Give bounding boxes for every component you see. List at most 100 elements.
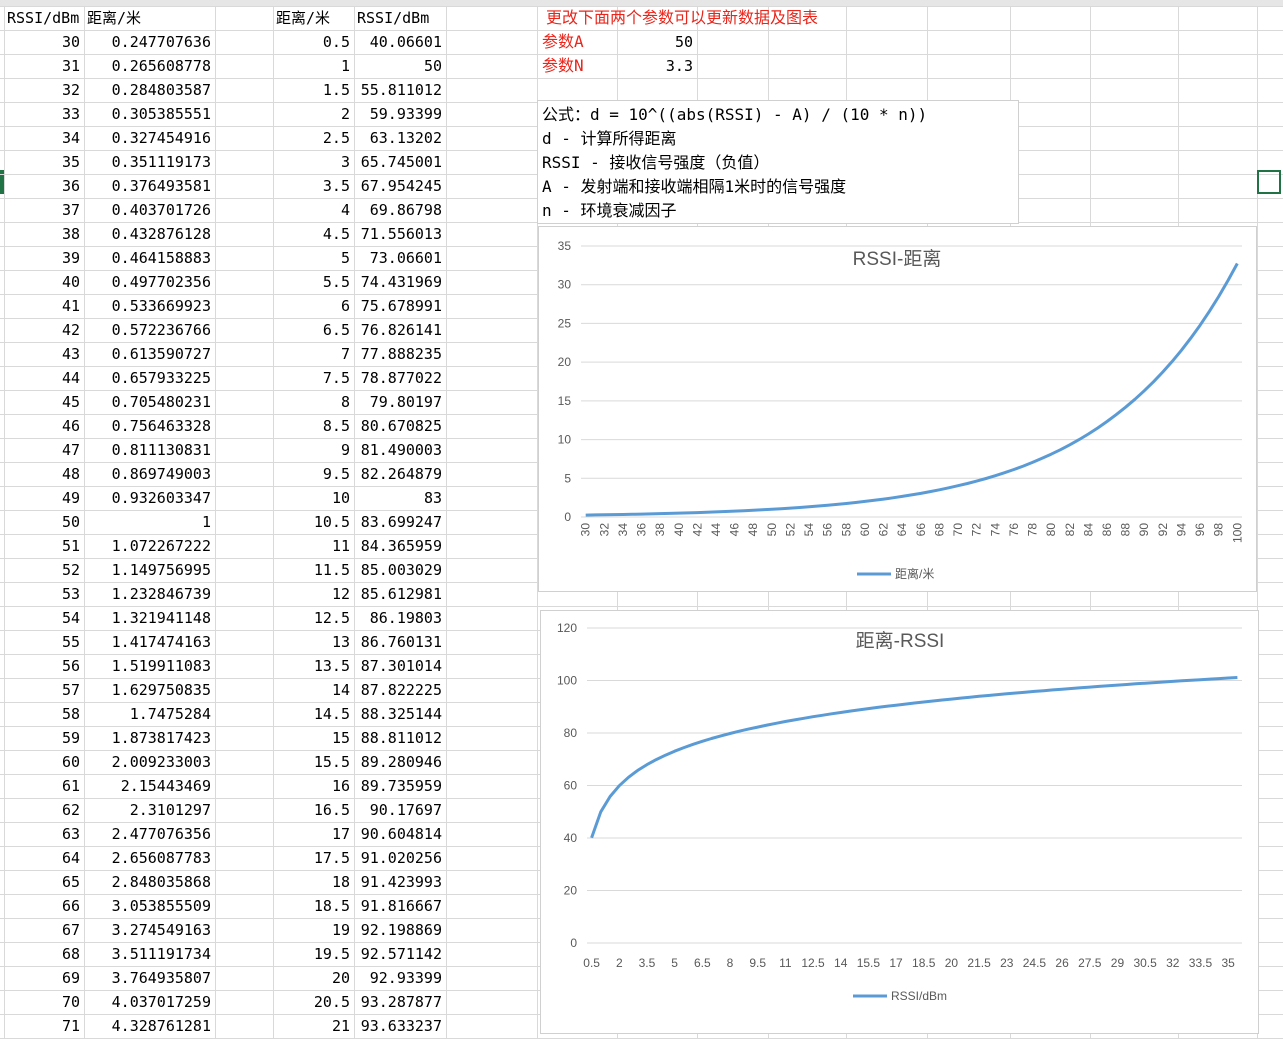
rssi-cell[interactable]: 69 xyxy=(61,969,80,987)
distance-2-cell[interactable]: 18.5 xyxy=(313,897,350,915)
distance-cell[interactable]: 1 xyxy=(201,513,211,531)
rssi-cell[interactable]: 65 xyxy=(61,873,80,891)
rssi-2-cell[interactable]: 69.86798 xyxy=(369,201,442,219)
distance-2-cell[interactable]: 2.5 xyxy=(322,129,350,147)
distance-2-cell[interactable]: 4.5 xyxy=(322,225,350,243)
header-cell-distance-2[interactable]: 距离/米 xyxy=(276,9,331,27)
rssi-2-cell[interactable]: 88.811012 xyxy=(360,729,442,747)
distance-2-cell[interactable]: 4 xyxy=(340,201,350,219)
rssi-2-cell[interactable]: 90.604814 xyxy=(360,825,442,843)
distance-2-cell[interactable]: 5.5 xyxy=(322,273,350,291)
param-a-value[interactable]: 50 xyxy=(674,33,693,51)
rssi-2-cell[interactable]: 55.811012 xyxy=(360,81,442,99)
rssi-2-cell[interactable]: 79.80197 xyxy=(369,393,442,411)
rssi-cell[interactable]: 48 xyxy=(61,465,80,483)
distance-2-cell[interactable]: 9.5 xyxy=(322,465,350,483)
rssi-cell[interactable]: 55 xyxy=(61,633,80,651)
distance-2-cell[interactable]: 3 xyxy=(340,153,350,171)
distance-cell[interactable]: 0.376493581 xyxy=(111,177,211,195)
rssi-cell[interactable]: 67 xyxy=(61,921,80,939)
distance-2-cell[interactable]: 15.5 xyxy=(313,753,350,771)
rssi-cell[interactable]: 54 xyxy=(61,609,80,627)
distance-cell[interactable]: 1.873817423 xyxy=(111,729,211,747)
rssi-2-cell[interactable]: 40.06601 xyxy=(369,33,442,51)
distance-cell[interactable]: 3.511191734 xyxy=(111,945,211,963)
distance-cell[interactable]: 0.572236766 xyxy=(111,321,211,339)
distance-cell[interactable]: 0.705480231 xyxy=(111,393,211,411)
distance-2-cell[interactable]: 14.5 xyxy=(313,705,350,723)
formula-textbox[interactable]: 公式：d = 10^((abs(RSSI) - A) / (10 * n)) d… xyxy=(537,100,1019,224)
rssi-cell[interactable]: 44 xyxy=(61,369,80,387)
rssi-2-cell[interactable]: 87.301014 xyxy=(360,657,442,675)
distance-2-cell[interactable]: 2 xyxy=(340,105,350,123)
distance-cell[interactable]: 0.327454916 xyxy=(111,129,211,147)
rssi-cell[interactable]: 62 xyxy=(61,801,80,819)
rssi-2-cell[interactable]: 86.19803 xyxy=(369,609,442,627)
rssi-2-cell[interactable]: 74.431969 xyxy=(360,273,442,291)
rssi-2-cell[interactable]: 93.287877 xyxy=(360,993,442,1011)
param-note[interactable]: 更改下面两个参数可以更新数据及图表 xyxy=(546,8,819,27)
rssi-2-cell[interactable]: 88.325144 xyxy=(360,705,442,723)
distance-cell[interactable]: 3.274549163 xyxy=(111,921,211,939)
distance-2-cell[interactable]: 14 xyxy=(331,681,350,699)
distance-2-cell[interactable]: 7 xyxy=(340,345,350,363)
rssi-cell[interactable]: 30 xyxy=(61,33,80,51)
distance-2-cell[interactable]: 19.5 xyxy=(313,945,350,963)
selected-cell[interactable] xyxy=(1257,170,1281,194)
rssi-2-cell[interactable]: 87.822225 xyxy=(360,681,442,699)
distance-cell[interactable]: 0.351119173 xyxy=(111,153,211,171)
distance-2-cell[interactable]: 16 xyxy=(331,777,350,795)
distance-2-cell[interactable]: 13 xyxy=(331,633,350,651)
rssi-cell[interactable]: 33 xyxy=(61,105,80,123)
distance-2-cell[interactable]: 9 xyxy=(340,441,350,459)
distance-cell[interactable]: 4.328761281 xyxy=(111,1017,211,1035)
distance-cell[interactable]: 0.432876128 xyxy=(111,225,211,243)
distance-cell[interactable]: 2.009233003 xyxy=(111,753,211,771)
rssi-cell[interactable]: 52 xyxy=(61,561,80,579)
distance-2-cell[interactable]: 19 xyxy=(331,921,350,939)
param-n-label[interactable]: 参数N xyxy=(542,56,584,75)
rssi-cell[interactable]: 60 xyxy=(61,753,80,771)
distance-cell[interactable]: 1.149756995 xyxy=(111,561,211,579)
rssi-cell[interactable]: 66 xyxy=(61,897,80,915)
distance-2-cell[interactable]: 13.5 xyxy=(313,657,350,675)
header-cell-distance[interactable]: 距离/米 xyxy=(87,9,142,27)
distance-cell[interactable]: 1.629750835 xyxy=(111,681,211,699)
rssi-cell[interactable]: 53 xyxy=(61,585,80,603)
rssi-cell[interactable]: 61 xyxy=(61,777,80,795)
distance-cell[interactable]: 1.232846739 xyxy=(111,585,211,603)
rssi-2-cell[interactable]: 82.264879 xyxy=(360,465,442,483)
rssi-cell[interactable]: 35 xyxy=(61,153,80,171)
rssi-2-cell[interactable]: 78.877022 xyxy=(360,369,442,387)
rssi-2-cell[interactable]: 93.633237 xyxy=(360,1017,442,1035)
distance-2-cell[interactable]: 11 xyxy=(331,537,350,555)
distance-cell[interactable]: 0.247707636 xyxy=(111,33,211,51)
rssi-cell[interactable]: 43 xyxy=(61,345,80,363)
rssi-2-cell[interactable]: 89.280946 xyxy=(360,753,442,771)
rssi-2-cell[interactable]: 77.888235 xyxy=(360,345,442,363)
distance-cell[interactable]: 0.497702356 xyxy=(111,273,211,291)
distance-cell[interactable]: 1.7475284 xyxy=(129,705,211,723)
rssi-2-cell[interactable]: 91.423993 xyxy=(360,873,442,891)
distance-2-cell[interactable]: 18 xyxy=(331,873,350,891)
distance-2-cell[interactable]: 8.5 xyxy=(322,417,350,435)
param-a-label[interactable]: 参数A xyxy=(542,32,584,51)
rssi-cell[interactable]: 37 xyxy=(61,201,80,219)
rssi-cell[interactable]: 64 xyxy=(61,849,80,867)
distance-cell[interactable]: 1.417474163 xyxy=(111,633,211,651)
rssi-2-cell[interactable]: 85.612981 xyxy=(360,585,442,603)
distance-cell[interactable]: 0.756463328 xyxy=(111,417,211,435)
rssi-cell[interactable]: 46 xyxy=(61,417,80,435)
rssi-2-cell[interactable]: 86.760131 xyxy=(360,633,442,651)
rssi-cell[interactable]: 51 xyxy=(61,537,80,555)
distance-cell[interactable]: 0.305385551 xyxy=(111,105,211,123)
distance-cell[interactable]: 1.072267222 xyxy=(111,537,211,555)
rssi-cell[interactable]: 42 xyxy=(61,321,80,339)
rssi-2-cell[interactable]: 63.13202 xyxy=(369,129,442,147)
rssi-2-cell[interactable]: 89.735959 xyxy=(360,777,442,795)
rssi-2-cell[interactable]: 91.816667 xyxy=(360,897,442,915)
rssi-2-cell[interactable]: 83 xyxy=(423,489,442,507)
rssi-cell[interactable]: 38 xyxy=(61,225,80,243)
rssi-2-cell[interactable]: 83.699247 xyxy=(360,513,442,531)
header-cell-rssi-2[interactable]: RSSI/dBm xyxy=(357,9,430,27)
